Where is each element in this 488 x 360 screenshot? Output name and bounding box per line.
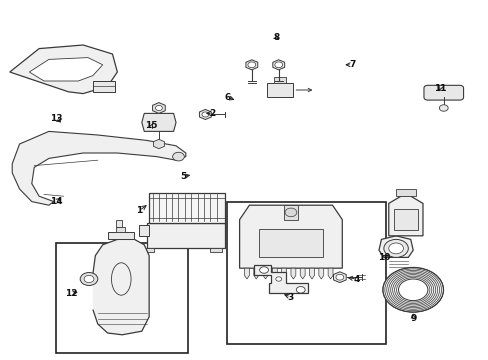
Polygon shape	[300, 268, 305, 279]
Polygon shape	[144, 248, 154, 252]
Polygon shape	[254, 265, 307, 293]
Circle shape	[285, 208, 296, 217]
Circle shape	[247, 62, 255, 68]
Text: 7: 7	[348, 60, 355, 69]
Polygon shape	[309, 268, 314, 279]
Circle shape	[296, 287, 305, 293]
Polygon shape	[10, 45, 117, 94]
Polygon shape	[142, 113, 176, 131]
Text: 11: 11	[433, 84, 446, 93]
Polygon shape	[395, 189, 415, 196]
Circle shape	[398, 279, 427, 301]
Circle shape	[275, 277, 281, 281]
Text: 13: 13	[50, 114, 62, 123]
Text: 12: 12	[64, 289, 77, 298]
Polygon shape	[272, 268, 277, 279]
Polygon shape	[245, 60, 257, 70]
Polygon shape	[244, 268, 249, 279]
Bar	[56, 243, 188, 353]
Polygon shape	[29, 58, 102, 81]
Circle shape	[155, 105, 162, 111]
Polygon shape	[139, 225, 149, 236]
Polygon shape	[378, 236, 412, 257]
Circle shape	[172, 152, 184, 161]
Text: 2: 2	[209, 109, 215, 118]
Polygon shape	[93, 239, 149, 335]
Polygon shape	[93, 81, 115, 92]
Text: 10: 10	[377, 253, 389, 262]
Text: 15: 15	[145, 122, 158, 130]
Circle shape	[383, 239, 407, 257]
Circle shape	[335, 274, 343, 280]
Polygon shape	[153, 139, 164, 149]
Polygon shape	[283, 205, 298, 220]
Polygon shape	[199, 109, 211, 120]
Bar	[259, 229, 322, 257]
Polygon shape	[333, 272, 346, 283]
Polygon shape	[388, 196, 422, 236]
Bar	[149, 193, 224, 223]
Polygon shape	[210, 248, 222, 252]
Text: 8: 8	[273, 33, 279, 42]
PathPatch shape	[12, 131, 185, 205]
Polygon shape	[290, 268, 295, 279]
Polygon shape	[253, 268, 258, 279]
Circle shape	[84, 275, 94, 283]
Text: 1: 1	[136, 206, 142, 215]
Polygon shape	[273, 77, 285, 83]
Text: 3: 3	[287, 292, 293, 302]
Circle shape	[259, 267, 268, 273]
Polygon shape	[281, 268, 286, 279]
Polygon shape	[146, 223, 224, 248]
FancyBboxPatch shape	[423, 85, 463, 100]
Text: 5: 5	[180, 172, 186, 181]
Polygon shape	[107, 232, 134, 239]
Circle shape	[80, 273, 98, 285]
Circle shape	[388, 243, 403, 254]
Circle shape	[382, 267, 443, 312]
Polygon shape	[327, 268, 332, 279]
Bar	[227, 202, 386, 344]
Text: 6: 6	[224, 93, 230, 102]
Text: 14: 14	[50, 197, 62, 206]
Text: 4: 4	[353, 274, 360, 284]
Circle shape	[202, 112, 208, 117]
Polygon shape	[266, 83, 293, 97]
Polygon shape	[272, 60, 284, 70]
Polygon shape	[152, 103, 165, 113]
Text: 9: 9	[409, 314, 416, 323]
Polygon shape	[318, 268, 323, 279]
Bar	[116, 220, 122, 227]
Polygon shape	[263, 268, 267, 279]
Circle shape	[274, 62, 282, 68]
Bar	[393, 209, 417, 230]
Circle shape	[438, 105, 447, 111]
Polygon shape	[239, 205, 342, 268]
Bar	[116, 227, 125, 232]
